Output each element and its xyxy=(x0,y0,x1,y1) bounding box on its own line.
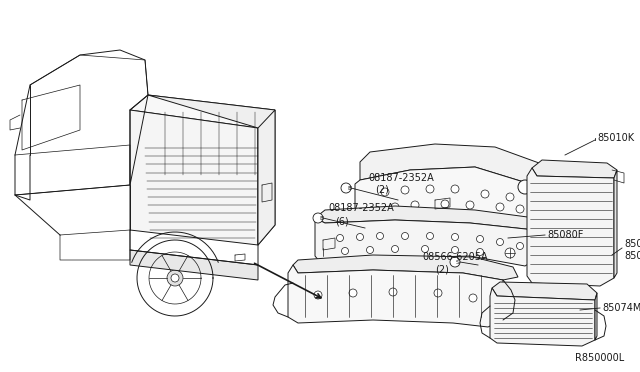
Circle shape xyxy=(422,246,429,253)
Circle shape xyxy=(506,193,514,201)
Circle shape xyxy=(505,248,515,258)
Circle shape xyxy=(518,180,532,194)
Text: S: S xyxy=(456,260,460,264)
Circle shape xyxy=(341,183,351,193)
Polygon shape xyxy=(293,255,518,280)
Text: 85074M: 85074M xyxy=(602,303,640,313)
Polygon shape xyxy=(595,293,597,340)
Circle shape xyxy=(342,247,349,254)
Polygon shape xyxy=(315,206,545,230)
Circle shape xyxy=(451,185,459,193)
Circle shape xyxy=(389,288,397,296)
Circle shape xyxy=(391,203,399,211)
Polygon shape xyxy=(527,168,614,286)
Text: (6): (6) xyxy=(335,217,349,227)
Polygon shape xyxy=(130,250,258,280)
Circle shape xyxy=(349,289,357,297)
Circle shape xyxy=(497,238,504,246)
Polygon shape xyxy=(288,265,503,327)
Circle shape xyxy=(426,232,433,240)
Circle shape xyxy=(381,188,389,196)
Circle shape xyxy=(167,270,183,286)
Circle shape xyxy=(496,203,504,211)
Text: (2): (2) xyxy=(375,185,389,195)
Circle shape xyxy=(426,185,434,193)
Polygon shape xyxy=(148,95,275,245)
Circle shape xyxy=(469,294,477,302)
Text: (2): (2) xyxy=(435,265,449,275)
Text: 85063N(LH): 85063N(LH) xyxy=(624,251,640,261)
Circle shape xyxy=(516,243,524,250)
Polygon shape xyxy=(315,218,535,266)
Text: 85080F: 85080F xyxy=(547,230,584,240)
Circle shape xyxy=(367,247,374,253)
Circle shape xyxy=(481,190,489,198)
Text: 08187-2352A: 08187-2352A xyxy=(328,203,394,213)
Circle shape xyxy=(313,213,323,223)
Polygon shape xyxy=(130,110,258,245)
Circle shape xyxy=(401,186,409,194)
Polygon shape xyxy=(614,170,617,278)
Circle shape xyxy=(477,235,483,243)
Circle shape xyxy=(451,234,458,241)
Circle shape xyxy=(477,248,483,256)
Circle shape xyxy=(451,247,458,253)
Circle shape xyxy=(171,274,179,282)
Text: 08566-6205A: 08566-6205A xyxy=(422,252,488,262)
Text: B: B xyxy=(319,215,323,221)
Circle shape xyxy=(337,234,344,241)
Polygon shape xyxy=(360,144,555,187)
Circle shape xyxy=(376,232,383,240)
Text: B: B xyxy=(347,186,351,190)
Text: 08187-2352A: 08187-2352A xyxy=(368,173,434,183)
Circle shape xyxy=(411,201,419,209)
Text: R850000L: R850000L xyxy=(575,353,624,363)
Polygon shape xyxy=(540,182,570,242)
Polygon shape xyxy=(258,110,275,245)
Circle shape xyxy=(356,234,364,241)
Polygon shape xyxy=(532,160,617,178)
Circle shape xyxy=(314,291,322,299)
Text: 85010K: 85010K xyxy=(597,133,634,143)
Polygon shape xyxy=(355,167,540,232)
Circle shape xyxy=(401,232,408,240)
Polygon shape xyxy=(130,95,275,128)
Circle shape xyxy=(434,289,442,297)
Polygon shape xyxy=(492,282,597,300)
Text: 85062N(RH): 85062N(RH) xyxy=(624,239,640,249)
Circle shape xyxy=(466,201,474,209)
Circle shape xyxy=(441,200,449,208)
Circle shape xyxy=(450,257,460,267)
Polygon shape xyxy=(490,288,595,346)
Circle shape xyxy=(392,246,399,253)
Circle shape xyxy=(516,205,524,213)
